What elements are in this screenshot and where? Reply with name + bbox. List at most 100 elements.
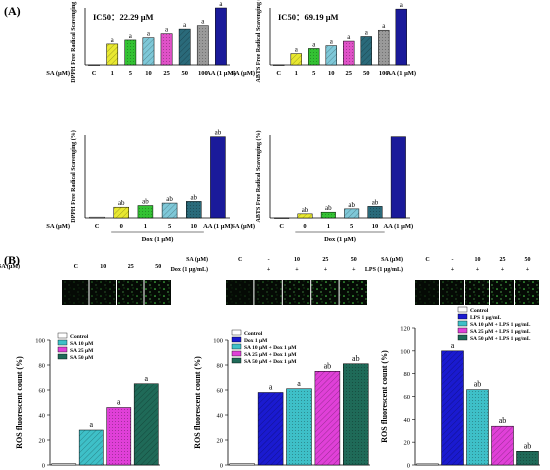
- y-tick-label: 60: [39, 388, 46, 395]
- bar: [88, 64, 100, 66]
- bar-annotation: a: [201, 18, 205, 26]
- micro-column-label: +: [352, 267, 356, 273]
- bar-texture: [325, 45, 337, 65]
- y-axis-label: DPPH Free Radical Scavenging (%): [70, 0, 77, 83]
- x-tick-label: 100: [379, 70, 389, 77]
- y-tick-label: 80: [39, 363, 46, 370]
- legend-label: SA 25 μM: [70, 348, 94, 354]
- micrograph-fluorescence: [415, 280, 439, 305]
- x-tick-label: 100: [198, 70, 208, 77]
- bar-texture: [344, 208, 359, 218]
- micro-column-label: C: [238, 257, 242, 263]
- legend-swatch: [57, 353, 68, 360]
- legend-swatch: [231, 329, 242, 336]
- bar: [274, 217, 290, 219]
- x-tick-label: C: [279, 223, 284, 230]
- micrograph-fluorescence: [89, 280, 116, 305]
- x-tick-label: 5: [350, 223, 354, 230]
- bar-annotation: a: [400, 1, 404, 9]
- x-tick-label: AA (1 μM): [386, 70, 416, 77]
- bar-texture: [162, 203, 178, 218]
- bar-annotation: ab: [190, 193, 197, 201]
- bar-annotation: a: [269, 383, 273, 392]
- x-tick-label: 1: [144, 223, 147, 230]
- bar-texture: [441, 350, 464, 465]
- bar-texture: [124, 39, 136, 65]
- bar-texture: [360, 36, 372, 65]
- x-tick-label: 10: [372, 223, 379, 230]
- legend-label: SA 10 μM + LPS 1 μg/mL: [470, 322, 531, 328]
- bar: [273, 64, 285, 66]
- micrograph-fluorescence: [440, 280, 464, 305]
- legend-swatch: [457, 306, 468, 313]
- legend-label: SA 50 μM + Dox 1 μM: [244, 359, 297, 365]
- micro-column-label: 50: [525, 257, 531, 263]
- bar-annotation: a: [111, 36, 115, 44]
- micrograph-fluorescence: [282, 280, 311, 305]
- y-tick-label: 60: [217, 388, 224, 395]
- x-tick-label: 5: [129, 70, 133, 77]
- micro-column-label: 10: [100, 264, 106, 270]
- bar-annotation: ab: [325, 204, 332, 212]
- micro-column-label: 25: [322, 257, 328, 263]
- legend-swatch: [457, 334, 468, 341]
- bar-texture: [106, 43, 118, 65]
- x-tick-label: 25: [163, 70, 170, 77]
- legend-swatch: [457, 327, 468, 334]
- y-tick-label: 20: [39, 438, 46, 445]
- x-tick-label: C: [276, 70, 281, 77]
- panel-a-label: (A): [4, 4, 21, 18]
- micro-column-label: -: [452, 257, 454, 263]
- y-axis-label: DPPH Free Radical Scavenging (%): [70, 130, 77, 223]
- bar-annotation: ab: [372, 198, 379, 206]
- micro-row-label: SA (μM): [381, 256, 403, 263]
- ic50-annotation: IC50：69.19 μM: [278, 12, 339, 22]
- micrograph-fluorescence: [226, 280, 254, 305]
- bar: [390, 136, 406, 219]
- bar-annotation: a: [129, 32, 133, 40]
- micro-column-label: +: [476, 267, 480, 273]
- micro-column-label: 50: [155, 264, 161, 270]
- y-tick-label: 0: [407, 463, 410, 470]
- bar-texture: [134, 383, 159, 465]
- y-axis-label: ROS fluorescent count (%): [193, 356, 202, 449]
- legend-label: Control: [70, 334, 89, 340]
- micro-column-label: C: [425, 257, 429, 263]
- bar-texture: [308, 48, 320, 65]
- x-tick-label: AA (1 μM): [383, 223, 413, 230]
- y-tick-label: 0: [42, 463, 45, 470]
- bar-texture: [113, 207, 129, 218]
- y-tick-label: 80: [217, 363, 224, 370]
- y-tick-label: 60: [404, 394, 411, 401]
- y-tick-label: 120: [400, 326, 410, 333]
- panel-b-label: (B): [4, 253, 20, 267]
- bar-texture: [367, 206, 383, 218]
- bar-texture: [343, 41, 355, 65]
- y-axis-label: ROS fluorescent count (%): [15, 356, 24, 449]
- micrograph-fluorescence: [254, 280, 282, 305]
- bar-annotation: a: [219, 0, 223, 8]
- bar: [89, 216, 105, 219]
- micro-row-label: Dox (1 μg/mL): [171, 266, 208, 273]
- legend-label: LPS 1 μg/mL: [470, 315, 502, 321]
- legend-swatch: [457, 320, 468, 327]
- x-tick-label: 10: [145, 70, 152, 77]
- bar-texture: [343, 363, 369, 465]
- micrograph-fluorescence: [490, 280, 514, 305]
- bar-annotation: a: [89, 420, 93, 429]
- bar-annotation: a: [382, 22, 386, 30]
- micro-column-label: +: [324, 267, 328, 273]
- legend-swatch: [457, 313, 468, 320]
- micrograph-fluorescence: [339, 280, 367, 305]
- bar-texture: [466, 389, 489, 465]
- micro-column-label: 25: [128, 264, 134, 270]
- legend-label: SA 50 μM + LPS 1 μg/mL: [470, 336, 531, 342]
- group-label: Dox (1 μM): [142, 236, 174, 243]
- y-tick-label: 20: [404, 440, 411, 447]
- bar: [215, 7, 227, 66]
- legend-swatch: [57, 346, 68, 353]
- legend-label: Dox 1 μM: [244, 338, 268, 344]
- x-tick-label: 25: [346, 70, 353, 77]
- ic50-annotation: IC50：22.29 μM: [93, 12, 154, 22]
